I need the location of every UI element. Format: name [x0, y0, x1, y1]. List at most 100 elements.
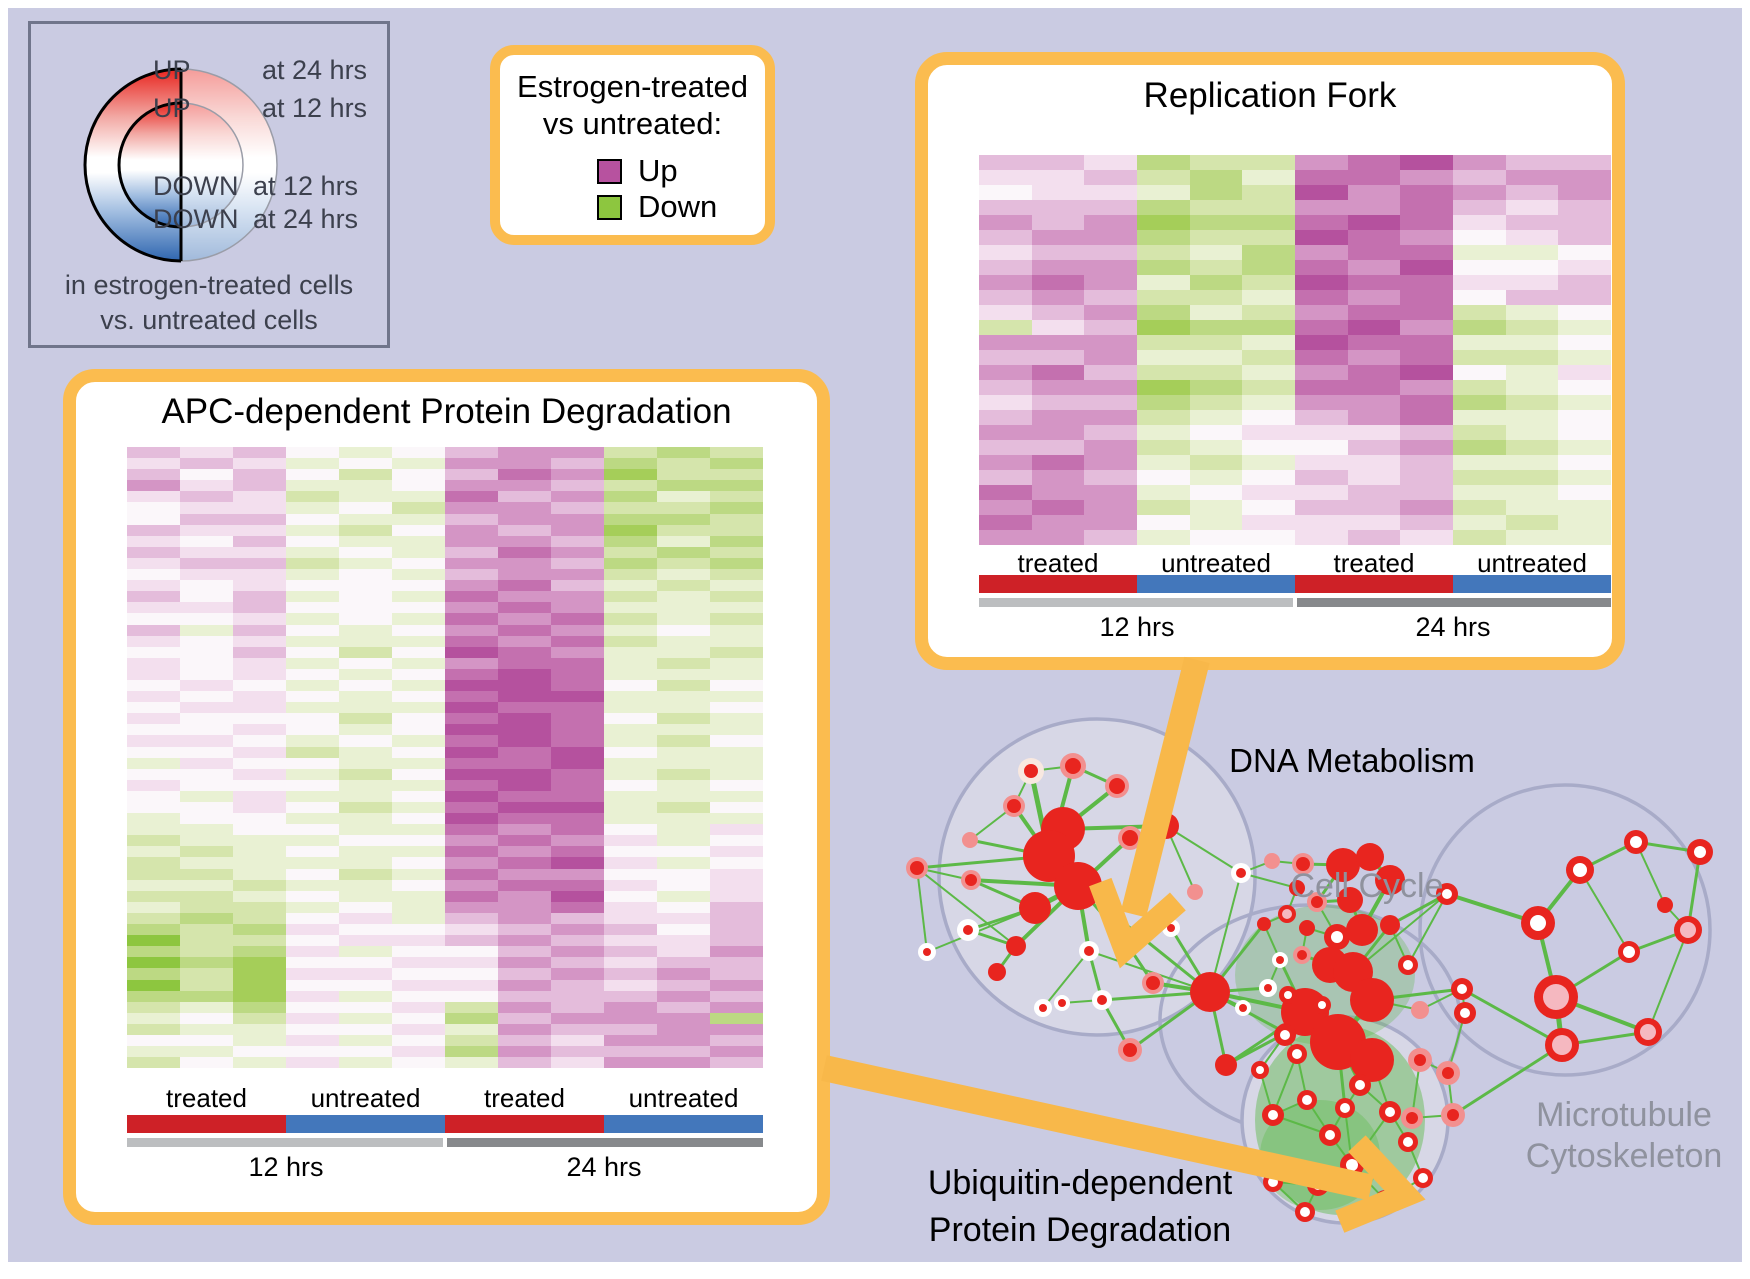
microtubule-label-1: Microtubule — [1536, 1095, 1712, 1134]
heatmap-row — [127, 1046, 763, 1058]
heatmap-cell — [180, 702, 233, 714]
heatmap-row — [127, 524, 763, 536]
up-color-swatch — [597, 158, 622, 184]
treated-bar — [127, 1115, 286, 1133]
heatmap-cell — [604, 802, 657, 814]
heatmap-cell — [710, 1046, 763, 1058]
heatmap-cell — [551, 624, 604, 636]
heatmap-cell — [1242, 350, 1296, 365]
heatmap-cell — [286, 990, 339, 1002]
heatmap-cell — [551, 890, 604, 902]
condition-label: untreated — [1161, 548, 1271, 578]
heatmap-cell — [127, 735, 180, 747]
heatmap-cell — [979, 470, 1032, 485]
heatmap-cell — [498, 968, 551, 980]
heatmap-cell — [1505, 410, 1559, 425]
heatmap-cell — [392, 946, 445, 958]
heatmap-cell — [127, 480, 180, 492]
heatmap-cell — [127, 635, 180, 647]
heatmap-cell — [286, 491, 339, 503]
heatmap-cell — [127, 768, 180, 780]
heatmap-row — [979, 290, 1612, 305]
heatmap-cell — [392, 1046, 445, 1058]
heatmap-cell — [551, 613, 604, 625]
heatmap-cell — [604, 1001, 657, 1013]
heatmap-cell — [1084, 410, 1138, 425]
heatmap-cell — [233, 1023, 286, 1035]
heatmap-row — [127, 912, 763, 925]
heatmap-cell — [1084, 305, 1138, 320]
heatmap-cell — [498, 569, 551, 581]
heatmap-cell — [1558, 515, 1612, 530]
heatmap-cell — [127, 1023, 180, 1035]
hrs12-bar — [979, 598, 1293, 607]
apc-time-bars — [127, 1138, 763, 1147]
heatmap-cell — [657, 447, 710, 459]
heatmap-row — [127, 646, 763, 658]
heatmap-cell — [445, 591, 498, 603]
heatmap-cell — [604, 724, 657, 736]
gene-node — [1385, 1107, 1395, 1117]
heatmap-cell — [710, 890, 763, 902]
heatmap-cell — [233, 1057, 286, 1069]
heatmap-cell — [604, 1034, 657, 1047]
heatmap-cell — [1558, 320, 1612, 335]
heatmap-cell — [286, 469, 339, 481]
heatmap-cell — [392, 580, 445, 592]
heatmap-cell — [710, 790, 763, 802]
heatmap-cell — [1031, 410, 1085, 425]
heatmap-cell — [233, 679, 286, 692]
heatmap-cell — [180, 546, 233, 558]
heatmap-row — [127, 546, 763, 558]
heatmap-cell — [180, 901, 233, 913]
heatmap-cell — [392, 746, 445, 758]
heatmap-cell — [657, 912, 710, 925]
heatmap-cell — [498, 480, 551, 492]
gene-node — [1543, 984, 1569, 1010]
heatmap-cell — [1242, 200, 1296, 215]
heatmap-cell — [233, 546, 286, 558]
heatmap-cell — [286, 1046, 339, 1058]
heatmap-cell — [657, 469, 710, 481]
heatmap-cell — [233, 857, 286, 869]
heatmap-cell — [339, 857, 392, 869]
heatmap-cell — [1084, 530, 1138, 545]
heatmap-cell — [180, 668, 233, 680]
heatmap-cell — [1400, 170, 1454, 185]
heatmap-cell — [233, 513, 286, 525]
heatmap-cell — [339, 613, 392, 625]
heatmap-cell — [392, 979, 445, 991]
heatmap-cell — [1295, 515, 1348, 530]
heatmap-cell — [1505, 395, 1559, 410]
heatmap-row — [127, 458, 763, 470]
heatmap-cell — [1295, 470, 1348, 485]
heatmap-row — [979, 500, 1612, 515]
heatmap-cell — [180, 1023, 233, 1035]
heatmap-cell — [392, 657, 445, 669]
heatmap-cell — [1505, 155, 1559, 170]
heatmap-cell — [1242, 410, 1296, 425]
heatmap-cell — [498, 824, 551, 836]
heatmap-cell — [1347, 245, 1401, 260]
heatmap-cell — [127, 580, 180, 592]
heatmap-cell — [233, 480, 286, 492]
heatmap-cell — [286, 879, 339, 891]
apc-panel-title: APC-dependent Protein Degradation — [161, 392, 732, 431]
heatmap-cell — [127, 790, 180, 802]
heatmap-cell — [498, 946, 551, 958]
heatmap-cell — [1453, 260, 1506, 275]
heatmap-cell — [233, 1001, 286, 1013]
heatmap-cell — [1558, 470, 1612, 485]
heatmap-cell — [710, 613, 763, 625]
microtubule-cluster — [1418, 783, 1712, 1077]
heatmap-cell — [1137, 215, 1190, 230]
heatmap-cell — [498, 746, 551, 758]
heatmap-cell — [604, 1012, 657, 1024]
network-edge — [916, 867, 928, 953]
heatmap-cell — [1347, 200, 1401, 215]
heatmap-cell — [127, 724, 180, 736]
heatmap-cell — [127, 802, 180, 814]
heatmap-cell — [392, 790, 445, 802]
heatmap-cell — [180, 879, 233, 891]
heatmap-cell — [392, 824, 445, 836]
